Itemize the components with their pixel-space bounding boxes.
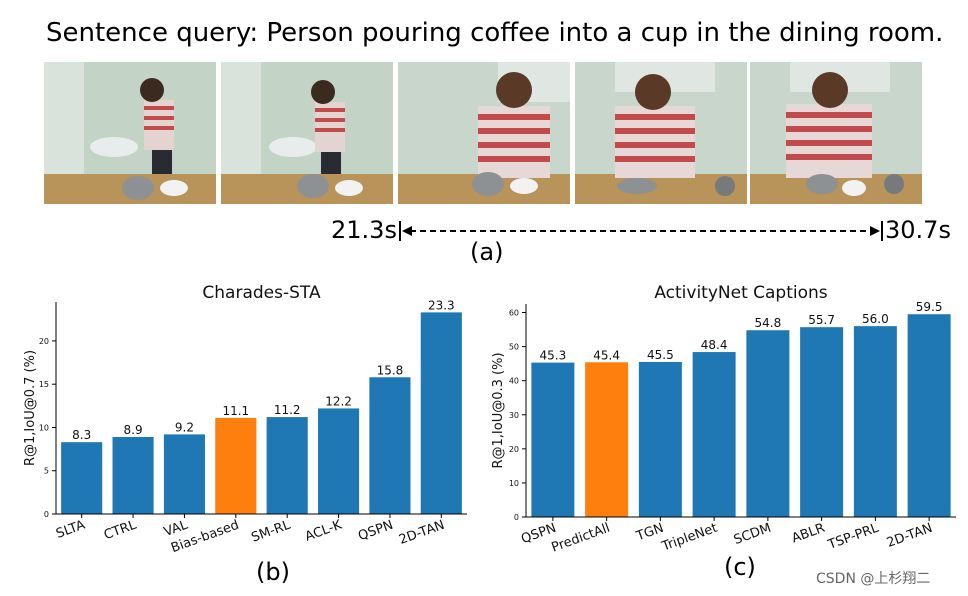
chart-charades-sta: Charades-STA 0 5 10 15 20R@1,IoU@0.7 (%) 8.3 SL… bbox=[23, 283, 467, 556]
x-tick-label: SM-RL bbox=[249, 517, 293, 545]
chart-activitynet-captions: ActivityNet Captions 0 10 20 30 40 50 60 R@1,IoU… bbox=[491, 283, 956, 556]
bar-sm-rl bbox=[266, 417, 308, 514]
y-tick-label: 15 bbox=[39, 380, 49, 389]
bar-predictall bbox=[585, 362, 629, 517]
bar-value-label: 55.7 bbox=[808, 313, 835, 327]
y-tick-label: 0 bbox=[44, 510, 49, 519]
video-frame-1 bbox=[44, 62, 216, 204]
bar-value-label: 9.2 bbox=[175, 420, 194, 434]
bar-value-label: 23.3 bbox=[428, 298, 455, 312]
x-tick-label: ABLR bbox=[790, 521, 827, 547]
bar-tgn bbox=[638, 361, 682, 517]
bar-scdm bbox=[746, 330, 790, 517]
bar-value-label: 45.5 bbox=[647, 348, 674, 362]
y-tick-label: 20 bbox=[39, 337, 49, 346]
x-tick-label: 2D-TAN bbox=[885, 521, 935, 551]
timeline-arrow bbox=[399, 221, 883, 241]
video-frame-4 bbox=[575, 62, 747, 204]
y-tick-label: 40 bbox=[509, 377, 519, 386]
timeline-start-label: 21.3s bbox=[331, 216, 397, 244]
panel-label-b: (b) bbox=[256, 558, 290, 586]
bar-value-label: 8.9 bbox=[124, 423, 143, 437]
video-frame-5 bbox=[750, 62, 922, 204]
panel-label-c: (c) bbox=[724, 553, 756, 581]
y-tick-label: 10 bbox=[39, 423, 49, 432]
bar-tsp-prl bbox=[853, 326, 897, 517]
y-tick-label: 50 bbox=[509, 343, 519, 352]
x-tick-label: TripleNet bbox=[659, 521, 719, 555]
bar-value-label: 48.4 bbox=[701, 338, 728, 352]
sentence-query: Sentence query: Person pouring coffee in… bbox=[46, 18, 944, 48]
chart-title: Charades-STA bbox=[202, 283, 321, 303]
bar-value-label: 45.3 bbox=[540, 349, 567, 363]
x-tick-label: CTRL bbox=[102, 517, 139, 543]
x-tick-label: SLTA bbox=[54, 518, 87, 542]
bar-acl-k bbox=[318, 408, 360, 514]
x-tick-label: QSPN bbox=[356, 518, 395, 544]
bar-ctrl bbox=[112, 436, 154, 514]
bar-value-label: 15.8 bbox=[377, 363, 404, 377]
bar-slta bbox=[61, 442, 103, 514]
x-tick-label: SCDM bbox=[732, 521, 773, 548]
timeline-end-label: 30.7s bbox=[885, 216, 951, 244]
chart-title: ActivityNet Captions bbox=[654, 283, 827, 303]
bar-value-label: 45.4 bbox=[593, 348, 620, 362]
watermark: CSDN @上杉翔二 bbox=[816, 571, 931, 587]
x-tick-label: TSP-PRL bbox=[825, 520, 881, 553]
y-tick-label: 5 bbox=[44, 467, 49, 476]
bar-qspn bbox=[531, 362, 575, 517]
y-tick-label: 60 bbox=[509, 309, 519, 318]
bar-value-label: 11.1 bbox=[222, 404, 249, 418]
y-axis-label: R@1,IoU@0.7 (%) bbox=[23, 350, 38, 466]
y-tick-label: 20 bbox=[509, 445, 519, 454]
bar-val bbox=[163, 434, 205, 514]
bar-2d-tan bbox=[420, 312, 462, 514]
bar-value-label: 12.2 bbox=[325, 394, 352, 408]
y-tick-label: 30 bbox=[509, 411, 519, 420]
bar-2d-tan bbox=[907, 314, 951, 517]
bar-value-label: 11.2 bbox=[274, 403, 301, 417]
x-tick-label: 2D-TAN bbox=[397, 518, 447, 548]
panel-label-a: (a) bbox=[470, 238, 504, 266]
video-frame-3 bbox=[398, 62, 570, 204]
x-tick-label: ACL-K bbox=[303, 518, 344, 545]
bar-triplenet bbox=[692, 352, 736, 517]
video-frame-2 bbox=[221, 62, 393, 204]
bar-bias-based bbox=[215, 417, 257, 514]
bar-qspn bbox=[369, 377, 411, 514]
bar-ablr bbox=[800, 327, 844, 517]
y-axis-label: R@1,IoU@0.3 (%) bbox=[491, 352, 506, 468]
bar-value-label: 59.5 bbox=[916, 300, 943, 314]
bar-value-label: 56.0 bbox=[862, 312, 889, 326]
bar-value-label: 54.8 bbox=[755, 316, 782, 330]
x-tick-label: PredictAll bbox=[550, 521, 612, 556]
y-tick-label: 10 bbox=[509, 479, 519, 488]
y-tick-label: 0 bbox=[514, 513, 519, 522]
bar-value-label: 8.3 bbox=[72, 428, 91, 442]
